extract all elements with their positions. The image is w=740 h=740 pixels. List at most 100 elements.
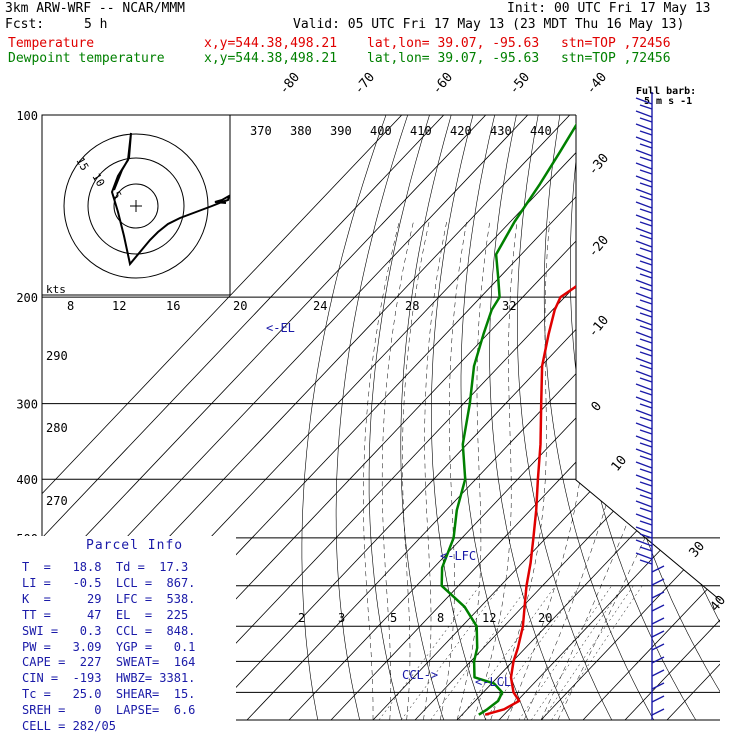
- wind-barb: [639, 169, 653, 175]
- moist-adiabat: [523, 221, 639, 721]
- hodograph-ring-label: 10: [89, 171, 107, 189]
- isotherm: [540, 115, 720, 721]
- isotherm: [330, 115, 720, 721]
- wind-scale-title: Full barb:: [636, 86, 696, 97]
- moist-adiabat: [363, 221, 400, 720]
- theta-left-label: 290: [46, 349, 68, 363]
- wind-barb: [635, 318, 653, 326]
- wind-scale-value: 5 m s -1: [644, 96, 692, 107]
- wind-barb: [639, 416, 653, 422]
- wind-barb: [639, 442, 653, 448]
- dry-adiabat: [301, 115, 387, 721]
- hodograph-ring: [87, 157, 185, 255]
- wind-barb: [635, 383, 653, 391]
- temperature-tick-label: -40: [584, 70, 611, 98]
- frame-right: [575, 115, 721, 601]
- wind-barb: [635, 552, 653, 560]
- wind-barb: [639, 429, 653, 435]
- wind-barb: [639, 533, 653, 539]
- theta-label: 400: [370, 124, 392, 138]
- wind-barb: [639, 520, 653, 526]
- wind-barb: [635, 409, 653, 417]
- temperature-tick-label: -10: [586, 313, 613, 341]
- wind-barb: [635, 214, 653, 222]
- wind-barb: [639, 351, 653, 357]
- theta-label: 410: [410, 124, 432, 138]
- wind-barb: [651, 565, 665, 573]
- wind-barb: [639, 182, 653, 188]
- temperature-tick-label: 40: [708, 593, 730, 615]
- parcel-row: SREH = 0 LAPSE= 6.6: [22, 703, 196, 718]
- dry-adiabat: [543, 115, 655, 721]
- isotherm: [666, 115, 720, 721]
- mixing-ratio-label: 20: [233, 299, 247, 313]
- temperature-legend: Temperature: [8, 36, 95, 51]
- isotherm: [204, 115, 720, 721]
- wind-barb: [651, 669, 665, 677]
- wind-barb: [639, 403, 653, 409]
- wind-barb: [651, 578, 665, 586]
- wind-barb: [639, 338, 653, 344]
- init-time: Init: 00 UTC Fri 17 May 13: [507, 1, 711, 16]
- moist-adiabat: [381, 221, 414, 721]
- lcl-marker: <-LCL: [475, 675, 511, 689]
- wind-barb: [635, 448, 653, 456]
- wind-barb: [651, 604, 665, 612]
- wind-barb: [635, 123, 653, 131]
- pressure-tick-label: 200: [16, 291, 38, 305]
- wind-barb: [651, 695, 665, 703]
- wind-barb: [635, 513, 653, 521]
- theta-left-label: 280: [46, 421, 68, 435]
- wind-barb: [635, 331, 653, 339]
- dewpoint-profile: [440, 115, 584, 716]
- temperature-tick-label: -80: [277, 70, 304, 98]
- temperature-profile: [484, 115, 699, 716]
- dry-adiabat: [643, 115, 720, 721]
- wind-barb: [635, 188, 653, 196]
- hodograph-units: kts: [46, 283, 66, 296]
- pressure-tick-label: 300: [16, 398, 38, 412]
- wind-barb: [639, 247, 653, 253]
- temperature-tick-label: 30: [687, 539, 709, 561]
- wind-barb: [635, 461, 653, 469]
- mixing-ratio-line: [458, 585, 556, 721]
- mixing-ratio-label: 20: [538, 611, 552, 625]
- parcel-info-title: Parcel Info: [86, 538, 184, 553]
- wind-barb: [651, 656, 665, 664]
- isotherm: [288, 115, 720, 721]
- valid-time: Valid: 05 UTC Fri 17 May 13 (23 MDT Thu …: [293, 17, 685, 32]
- temperature-tick-label: -20: [586, 233, 613, 261]
- el-marker: <-EL: [266, 321, 295, 335]
- wind-barb: [651, 630, 665, 638]
- dry-adiabat: [516, 115, 613, 721]
- wind-barb: [639, 390, 653, 396]
- dry-adiabat: [666, 115, 720, 721]
- wind-barb: [635, 526, 653, 534]
- dry-adiabat: [400, 115, 452, 721]
- mixing-ratio-label: 5: [390, 611, 397, 625]
- wind-barb: [635, 175, 653, 183]
- mixing-ratio-label: 16: [166, 299, 180, 313]
- mixing-ratio-line: [531, 585, 624, 721]
- wind-barb: [639, 494, 653, 500]
- wind-barb: [651, 708, 665, 716]
- moist-adiabat: [402, 221, 430, 721]
- temperature-tick-label: -60: [430, 70, 457, 98]
- parcel-row: CELL = 282/05: [22, 719, 116, 733]
- wind-barb: [635, 97, 653, 105]
- wind-barb: [635, 344, 653, 352]
- isotherm: [246, 115, 720, 721]
- temperature-tick-label: 10: [609, 453, 631, 475]
- wind-barb: [635, 396, 653, 404]
- isotherm: [498, 115, 720, 721]
- wind-barb: [651, 617, 665, 625]
- parcel-row: Tc = 25.0 SHEAR= 15.: [22, 687, 196, 702]
- dry-adiabat: [368, 115, 430, 721]
- moist-adiabat: [423, 221, 447, 721]
- mixing-ratio-label: 2: [298, 611, 305, 625]
- mixing-ratio-label: 24: [313, 299, 327, 313]
- temperature-tick-label: -70: [352, 70, 379, 98]
- wind-barb: [635, 292, 653, 300]
- wind-barb: [635, 279, 653, 287]
- hodograph-trace: [110, 132, 231, 267]
